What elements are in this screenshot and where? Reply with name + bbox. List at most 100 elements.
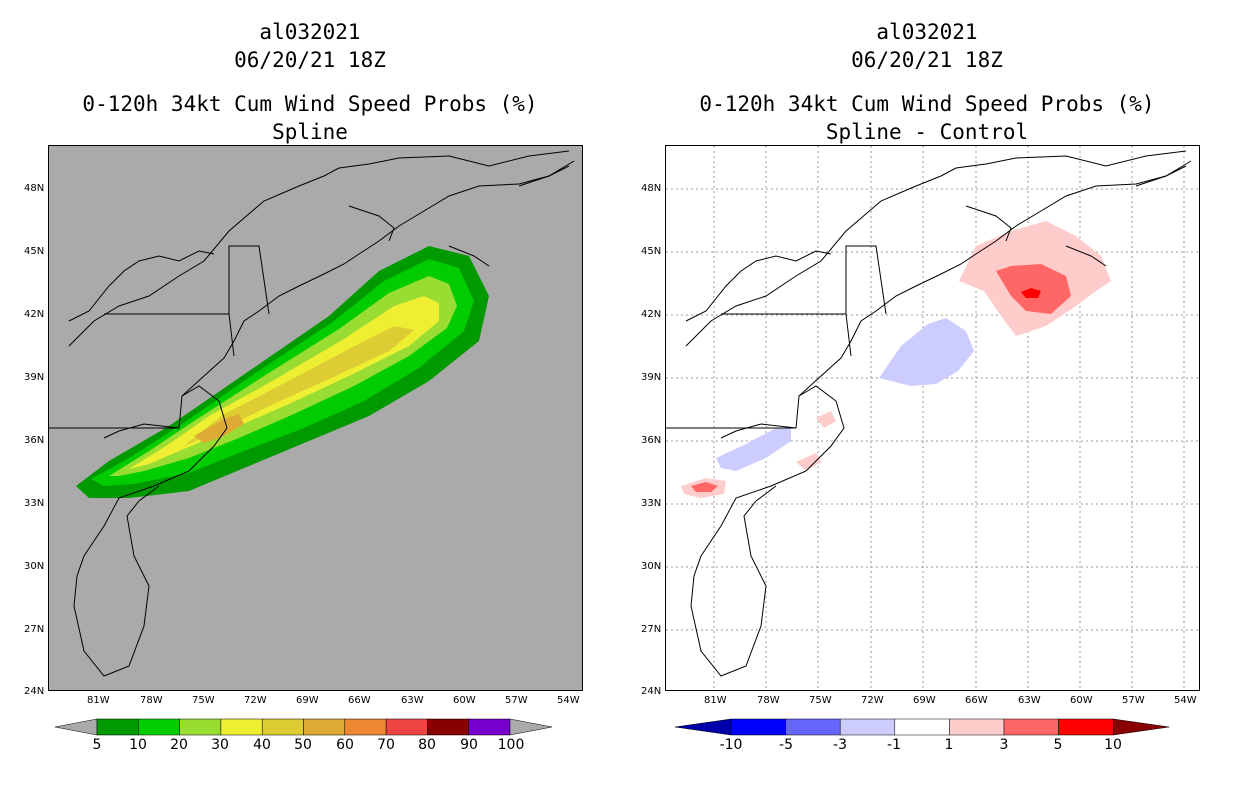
lat-label: 33N <box>24 498 45 509</box>
left-title-storm-id: al032021 <box>259 20 361 44</box>
colorbar-swatch <box>785 718 841 736</box>
lat-label: 42N <box>24 309 45 320</box>
colorbar-swatch <box>385 718 428 736</box>
lon-label: 57W <box>1122 695 1145 706</box>
lon-label: 69W <box>296 695 319 706</box>
lat-label: 30N <box>24 561 45 572</box>
lon-label: 75W <box>809 695 832 706</box>
lon-label: 57W <box>505 695 528 706</box>
lon-label: 72W <box>861 695 884 706</box>
lon-label: 81W <box>704 695 727 706</box>
diff-positive-nc <box>796 453 821 471</box>
lat-label: 45N <box>641 246 662 257</box>
colorbar-under-arrow <box>675 718 732 736</box>
lon-label: 60W <box>1070 695 1093 706</box>
lat-label: 45N <box>24 246 45 257</box>
right-map-canvas <box>666 146 1199 690</box>
colorbar-swatch <box>1058 718 1114 736</box>
colorbar-label: -1 <box>887 737 901 753</box>
lat-label: 48N <box>641 183 662 194</box>
lon-label: 69W <box>913 695 936 706</box>
colorbar-label: 5 <box>92 737 102 753</box>
lon-label: 60W <box>453 695 476 706</box>
lat-label: 39N <box>24 372 45 383</box>
diff-positive-strong <box>1021 288 1041 298</box>
lon-label: 72W <box>244 695 267 706</box>
lon-label: 78W <box>757 695 780 706</box>
colorbar-label: 10 <box>129 737 147 753</box>
lat-label: 27N <box>24 624 45 635</box>
colorbar-label: 60 <box>336 737 354 753</box>
left-coastlines <box>49 150 575 677</box>
colorbar-label: -10 <box>719 737 743 753</box>
colorbar-swatch <box>894 718 950 736</box>
colorbar-label: 1 <box>944 737 954 753</box>
lat-label: 42N <box>641 309 662 320</box>
right-title-method: Spline - Control <box>825 120 1029 144</box>
colorbar-label: 70 <box>377 737 395 753</box>
colorbar-over-arrow <box>509 718 553 736</box>
colorbar-swatch <box>949 718 1005 736</box>
colorbar-swatch <box>179 718 222 736</box>
colorbar-swatch <box>839 718 896 736</box>
prob-swath-40 <box>184 326 414 446</box>
diff-negative-light-2 <box>716 428 791 471</box>
colorbar-swatch <box>138 718 180 736</box>
left-title-date: 06/20/21 18Z <box>234 48 386 72</box>
colorbar-swatch <box>730 718 786 736</box>
diff-negative-light <box>879 318 974 386</box>
lat-label: 27N <box>641 624 662 635</box>
colorbar-label: 50 <box>294 737 312 753</box>
lon-label: 63W <box>1018 695 1041 706</box>
right-gridlines <box>666 146 1199 690</box>
prob-swath-50 <box>194 414 244 443</box>
colorbar-label: 30 <box>211 737 229 753</box>
colorbar-label: 3 <box>999 737 1009 753</box>
colorbar-swatch <box>344 718 387 736</box>
left-colorbar <box>55 718 553 736</box>
colorbar-label: -3 <box>833 737 847 753</box>
colorbar-label: 40 <box>253 737 271 753</box>
lat-label: 24N <box>641 686 662 697</box>
diff-positive-va <box>816 411 836 428</box>
left-title-product: 0-120h 34kt Cum Wind Speed Probs (%) <box>82 92 538 116</box>
diff-positive-sc-mid <box>691 482 718 492</box>
colorbar-label: 5 <box>1053 737 1063 753</box>
lon-label: 75W <box>192 695 215 706</box>
colorbar-swatch <box>220 718 263 736</box>
lon-label: 81W <box>87 695 110 706</box>
colorbar-label: 100 <box>497 737 525 753</box>
lat-label: 36N <box>24 435 45 446</box>
colorbar-over-arrow <box>1112 718 1170 736</box>
right-map[interactable] <box>665 145 1200 691</box>
colorbar-label: 90 <box>460 737 478 753</box>
right-coastlines <box>666 150 1192 677</box>
lon-label: 63W <box>401 695 424 706</box>
prob-swath-30 <box>129 296 439 469</box>
lon-label: 66W <box>965 695 988 706</box>
right-title-product: 0-120h 34kt Cum Wind Speed Probs (%) <box>699 92 1155 116</box>
lat-label: 30N <box>641 561 662 572</box>
left-map-canvas <box>49 150 575 677</box>
lon-label: 54W <box>557 695 580 706</box>
colorbar-swatch <box>468 718 511 736</box>
right-title-date: 06/20/21 18Z <box>851 48 1003 72</box>
left-map[interactable] <box>48 145 583 691</box>
right-title-storm-id: al032021 <box>876 20 978 44</box>
lon-label: 54W <box>1174 695 1197 706</box>
lat-label: 48N <box>24 183 45 194</box>
colorbar-swatch <box>427 718 469 736</box>
colorbar-label: -5 <box>779 737 793 753</box>
colorbar-under-arrow <box>55 718 98 736</box>
lon-label: 66W <box>348 695 371 706</box>
left-title-method: Spline <box>272 120 348 144</box>
lat-label: 33N <box>641 498 662 509</box>
colorbar-swatch <box>303 718 346 736</box>
colorbar-swatch <box>96 718 139 736</box>
colorbar-swatch <box>1003 718 1059 736</box>
colorbar-label: 20 <box>170 737 188 753</box>
lat-label: 24N <box>24 686 45 697</box>
lat-label: 36N <box>641 435 662 446</box>
colorbar-label: 10 <box>1104 737 1122 753</box>
right-colorbar <box>675 718 1170 736</box>
